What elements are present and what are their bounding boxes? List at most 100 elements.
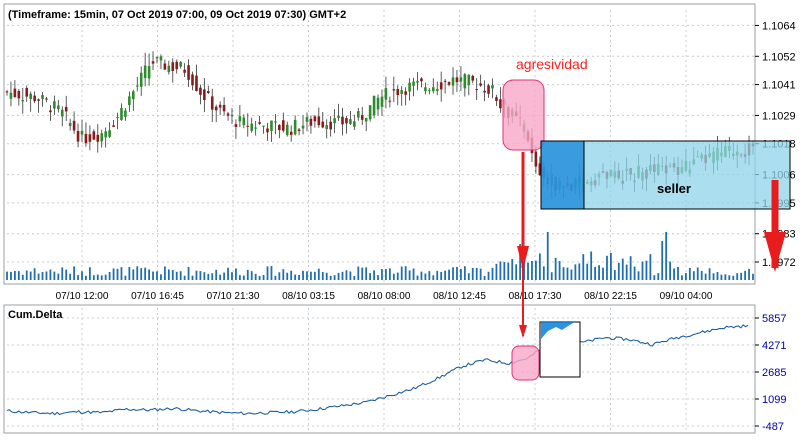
candle-body <box>45 98 48 100</box>
volume-bar <box>286 272 289 280</box>
volume-bar <box>590 251 593 280</box>
volume-bar <box>621 258 624 280</box>
candle-body <box>384 88 388 100</box>
volume-bar <box>266 266 269 280</box>
volume-bar <box>475 267 478 280</box>
volume-bar <box>104 274 107 280</box>
volume-bar <box>503 261 506 280</box>
volume-bar <box>120 267 123 280</box>
volume-bar <box>175 271 178 280</box>
volume-bar <box>195 270 198 280</box>
volume-bar <box>657 273 660 280</box>
volume-bar <box>108 271 111 280</box>
volume-bar <box>531 260 533 280</box>
volume-bar <box>736 273 739 280</box>
candle-body <box>278 124 281 131</box>
volume-bar <box>752 273 754 280</box>
candle-body <box>218 104 222 108</box>
candle-body <box>270 120 273 132</box>
volume-bar <box>448 269 450 280</box>
volume-bar <box>578 263 581 280</box>
candle-body <box>345 118 348 124</box>
volume-bar <box>696 267 699 280</box>
volume-bar <box>720 274 723 280</box>
volume-bar <box>629 256 632 280</box>
volume-bar <box>345 270 348 280</box>
candle-body <box>281 120 285 131</box>
volume-bar <box>436 270 439 280</box>
volume-bar <box>511 259 514 280</box>
candle-body <box>412 81 415 86</box>
volume-bar <box>167 269 170 280</box>
volume-bar <box>238 275 241 280</box>
candle-body <box>376 97 380 110</box>
candle-body <box>341 116 344 125</box>
candle-body <box>147 66 151 79</box>
candle-body <box>443 80 447 82</box>
candle-body <box>37 99 40 101</box>
volume-bar <box>535 260 537 280</box>
volume-bar <box>329 275 332 280</box>
volume-bar <box>45 271 48 280</box>
volume-bar <box>633 266 636 280</box>
candle-body <box>459 77 463 82</box>
volume-bar <box>673 268 675 280</box>
volume-bar <box>467 273 470 280</box>
candle-body <box>183 69 186 73</box>
candle-body <box>408 82 411 92</box>
volume-bar <box>495 263 498 280</box>
candle-body <box>455 77 459 83</box>
volume-bar <box>617 262 620 280</box>
candle-body <box>534 151 538 167</box>
arrow-link-head <box>519 325 527 338</box>
volume-bar <box>128 266 131 280</box>
volume-bar <box>290 270 293 280</box>
volume-bar <box>471 268 474 280</box>
arrow-right-head <box>764 232 786 272</box>
candle-body <box>479 83 482 86</box>
volume-bar <box>61 267 64 280</box>
candle-body <box>435 89 439 91</box>
candle-body <box>222 104 226 112</box>
candle-body <box>388 100 392 102</box>
candle-body <box>76 131 80 142</box>
candle-body <box>266 128 269 133</box>
volume-bar <box>669 261 672 280</box>
volume-bar <box>136 266 139 280</box>
candle-body <box>143 65 147 79</box>
candle-body <box>226 113 230 116</box>
candle-body <box>199 87 202 95</box>
candle-body <box>135 85 139 87</box>
volume-bar <box>17 271 20 280</box>
candle-body <box>321 121 325 128</box>
time-tick-label: 08/10 08:00 <box>358 291 411 302</box>
candle-body <box>333 118 336 124</box>
candle-body <box>13 88 17 97</box>
candle-body <box>250 123 254 131</box>
volume-bar <box>570 269 573 280</box>
candle-body <box>151 61 155 64</box>
candle-body <box>80 130 84 135</box>
price-tick-label: 1.1029 <box>762 110 796 122</box>
volume-bar <box>278 272 281 280</box>
volume-bar <box>724 274 727 280</box>
volume-bar <box>708 268 711 280</box>
candle-body <box>128 96 131 106</box>
volume-bar <box>507 262 510 280</box>
candle-body <box>475 89 479 91</box>
volume-bar <box>227 267 229 280</box>
volume-bar <box>258 275 261 280</box>
volume-bar <box>396 272 399 280</box>
time-tick-label: 08/10 22:15 <box>584 291 637 302</box>
volume-bar <box>77 275 79 280</box>
volume-bar <box>37 273 40 280</box>
volume-bar <box>179 271 182 280</box>
volume-bar <box>692 271 695 280</box>
volume-bar <box>144 267 147 280</box>
candle-body <box>483 90 486 93</box>
volume-bar <box>231 272 233 280</box>
candle-body <box>396 89 400 96</box>
volume-bar <box>479 268 482 280</box>
candle-body <box>297 129 301 132</box>
candle-body <box>317 116 321 126</box>
